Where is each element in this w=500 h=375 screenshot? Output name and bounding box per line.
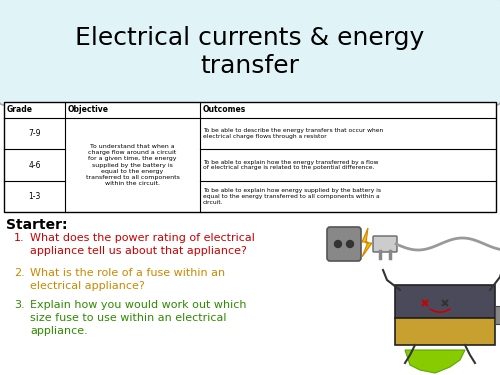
Text: 4-6: 4-6 <box>28 160 41 170</box>
Text: To be able to describe the energy transfers that occur when
electrical charge fl: To be able to describe the energy transf… <box>203 128 384 139</box>
Bar <box>395 285 495 318</box>
Text: To understand that when a
charge flow around a circuit
for a given time, the ene: To understand that when a charge flow ar… <box>86 144 180 186</box>
Text: Grade: Grade <box>7 105 33 114</box>
Bar <box>4 102 496 212</box>
Bar <box>495 306 500 324</box>
Polygon shape <box>405 350 465 373</box>
Text: 3.: 3. <box>14 300 24 310</box>
Text: To be able to explain how energy supplied by the battery is
equal to the energy : To be able to explain how energy supplie… <box>203 188 381 205</box>
Text: Explain how you would work out which
size fuse to use within an electrical
appli: Explain how you would work out which siz… <box>30 300 246 336</box>
Text: What does the power rating of electrical
appliance tell us about that appliance?: What does the power rating of electrical… <box>30 233 255 256</box>
Text: 1.: 1. <box>14 233 24 243</box>
Polygon shape <box>362 228 372 257</box>
FancyBboxPatch shape <box>0 0 500 105</box>
Text: 7-9: 7-9 <box>28 129 41 138</box>
Text: Objective: Objective <box>68 105 109 114</box>
Text: 2.: 2. <box>14 268 25 278</box>
Text: 1-3: 1-3 <box>28 192 40 201</box>
Text: What is the role of a fuse within an
electrical appliance?: What is the role of a fuse within an ele… <box>30 268 225 291</box>
Text: Electrical currents & energy
transfer: Electrical currents & energy transfer <box>76 26 424 78</box>
Text: Starter:: Starter: <box>6 218 68 232</box>
Circle shape <box>346 240 354 248</box>
Circle shape <box>334 240 342 248</box>
Text: Outcomes: Outcomes <box>203 105 246 114</box>
FancyBboxPatch shape <box>327 227 361 261</box>
FancyBboxPatch shape <box>373 236 397 252</box>
Bar <box>395 318 495 345</box>
Text: To be able to explain how the energy transferred by a flow
of electrical charge : To be able to explain how the energy tra… <box>203 160 378 170</box>
